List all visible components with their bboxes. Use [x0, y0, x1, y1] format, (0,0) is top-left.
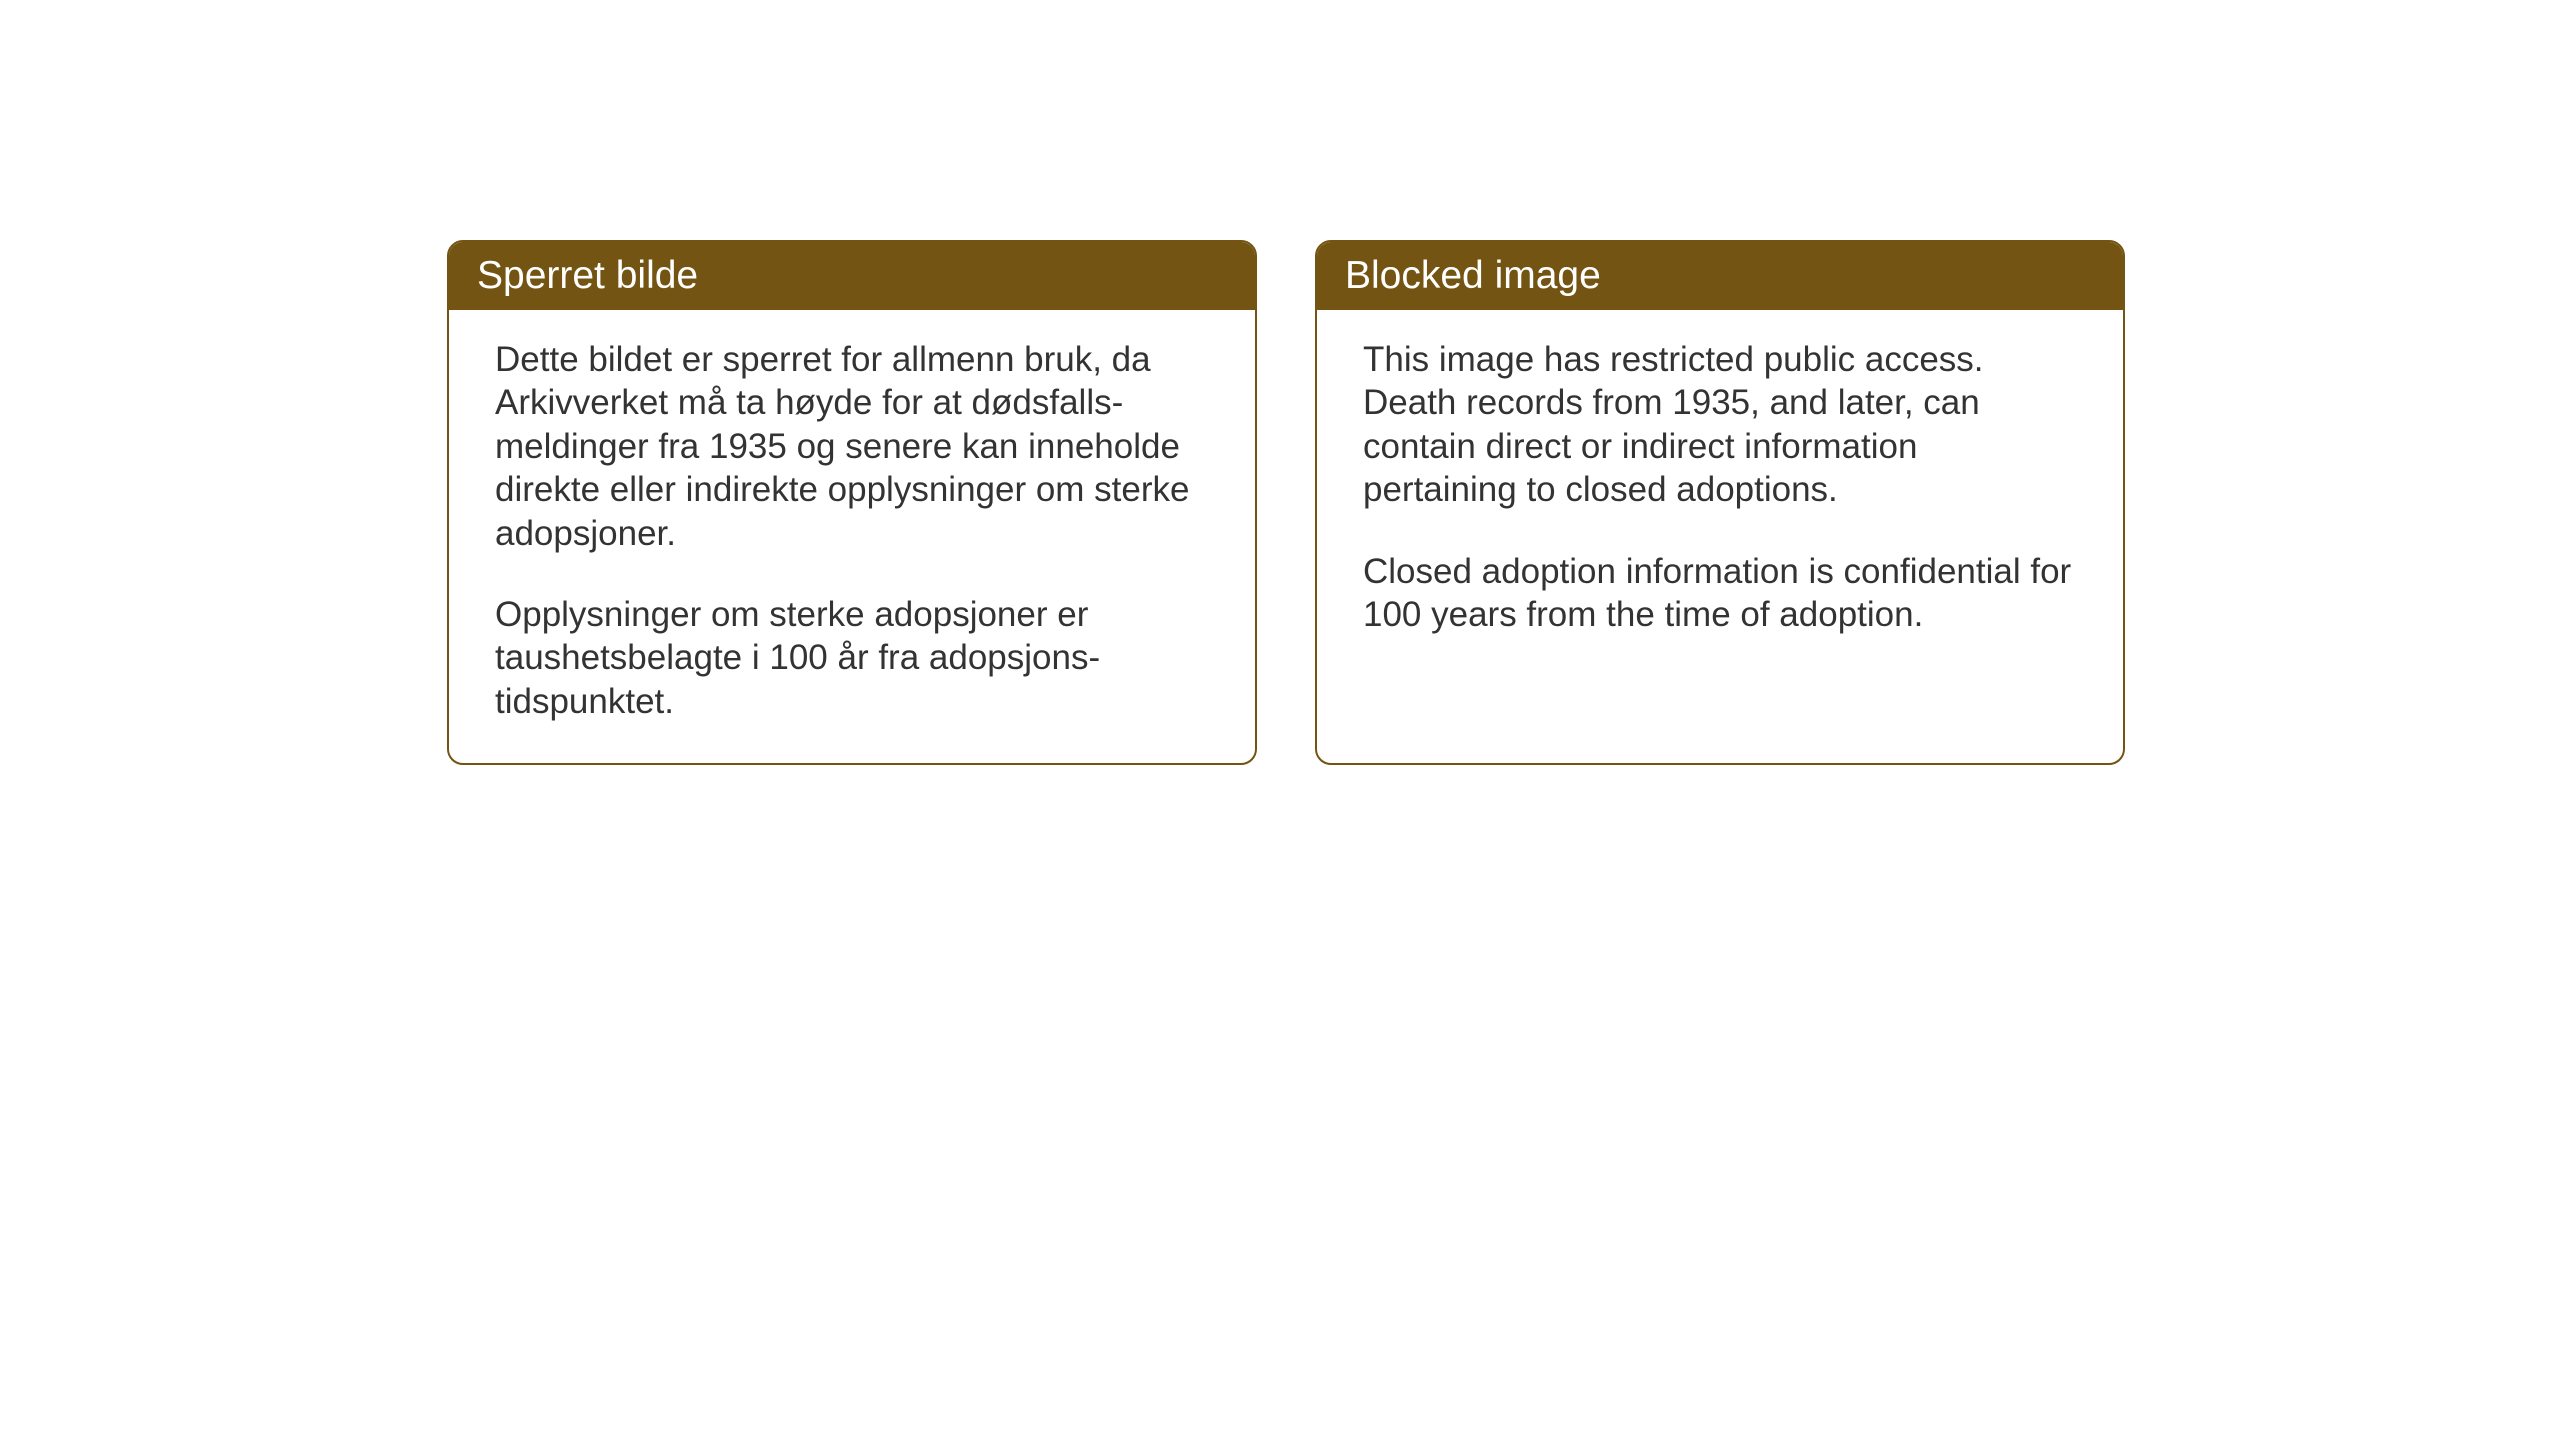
card-paragraph-2-english: Closed adoption information is confident… — [1363, 550, 2077, 637]
card-title-english: Blocked image — [1317, 242, 2123, 310]
card-title-norwegian: Sperret bilde — [449, 242, 1255, 310]
card-body-norwegian: Dette bildet er sperret for allmenn bruk… — [449, 310, 1255, 763]
card-body-english: This image has restricted public access.… — [1317, 310, 2123, 710]
blocked-image-card-norwegian: Sperret bilde Dette bildet er sperret fo… — [447, 240, 1257, 765]
card-paragraph-2-norwegian: Opplysninger om sterke adopsjoner er tau… — [495, 593, 1209, 723]
blocked-image-card-english: Blocked image This image has restricted … — [1315, 240, 2125, 765]
notice-container: Sperret bilde Dette bildet er sperret fo… — [447, 240, 2125, 765]
card-paragraph-1-norwegian: Dette bildet er sperret for allmenn bruk… — [495, 338, 1209, 555]
card-paragraph-1-english: This image has restricted public access.… — [1363, 338, 2077, 512]
